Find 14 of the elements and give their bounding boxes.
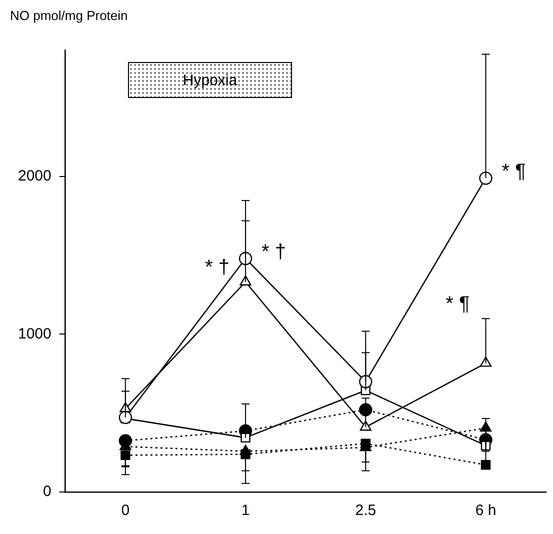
annotation: * † [205, 256, 230, 278]
y-tick-label: 0 [43, 483, 52, 500]
annotation: * ¶ [446, 293, 470, 316]
stippled-box: Hypoxia [128, 62, 292, 98]
annotation: Hypoxia [182, 72, 238, 88]
y-tick-label: 2000 [18, 167, 52, 184]
x-tick-label: 0 [121, 502, 130, 520]
x-tick-label: 6 h [475, 502, 496, 520]
y-tick-label: 1000 [18, 325, 52, 342]
x-tick-label: 2.5 [355, 502, 376, 520]
annotation: * ¶ [502, 160, 526, 183]
x-tick-label: 1 [241, 502, 250, 520]
y-axis-title: NO pmol/mg Protein [10, 8, 128, 23]
annotation: * † [262, 241, 286, 264]
